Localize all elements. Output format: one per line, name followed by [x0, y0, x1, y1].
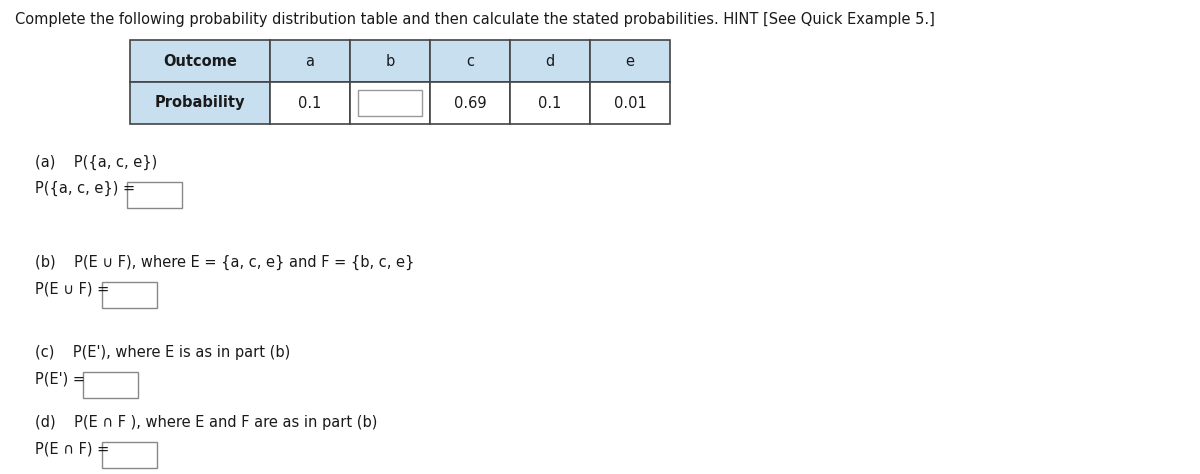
Text: e: e: [625, 54, 635, 69]
Text: 0.1: 0.1: [299, 95, 322, 110]
Text: P({a, c, e}) =: P({a, c, e}) =: [35, 181, 136, 196]
Text: P(E ∩ F) =: P(E ∩ F) =: [35, 441, 109, 456]
Text: 0.69: 0.69: [454, 95, 486, 110]
Text: (c)    P(E'), where E is as in part (b): (c) P(E'), where E is as in part (b): [35, 345, 290, 360]
Text: a: a: [306, 54, 314, 69]
Text: b: b: [385, 54, 395, 69]
Text: (a)    P({a, c, e}): (a) P({a, c, e}): [35, 155, 157, 170]
Text: P(E') =: P(E') =: [35, 371, 85, 386]
Text: 0.1: 0.1: [539, 95, 562, 110]
Text: (b)    P(E ∪ F), where E = {a, c, e} and F = {b, c, e}: (b) P(E ∪ F), where E = {a, c, e} and F …: [35, 255, 414, 270]
Text: 0.01: 0.01: [613, 95, 647, 110]
Text: Outcome: Outcome: [163, 54, 236, 69]
Text: d: d: [545, 54, 554, 69]
Text: (d)    P(E ∩ F ), where E and F are as in part (b): (d) P(E ∩ F ), where E and F are as in p…: [35, 415, 377, 430]
Text: c: c: [466, 54, 474, 69]
Text: P(E ∪ F) =: P(E ∪ F) =: [35, 281, 109, 296]
Text: Probability: Probability: [155, 95, 245, 110]
Text: Complete the following probability distribution table and then calculate the sta: Complete the following probability distr…: [14, 12, 935, 27]
